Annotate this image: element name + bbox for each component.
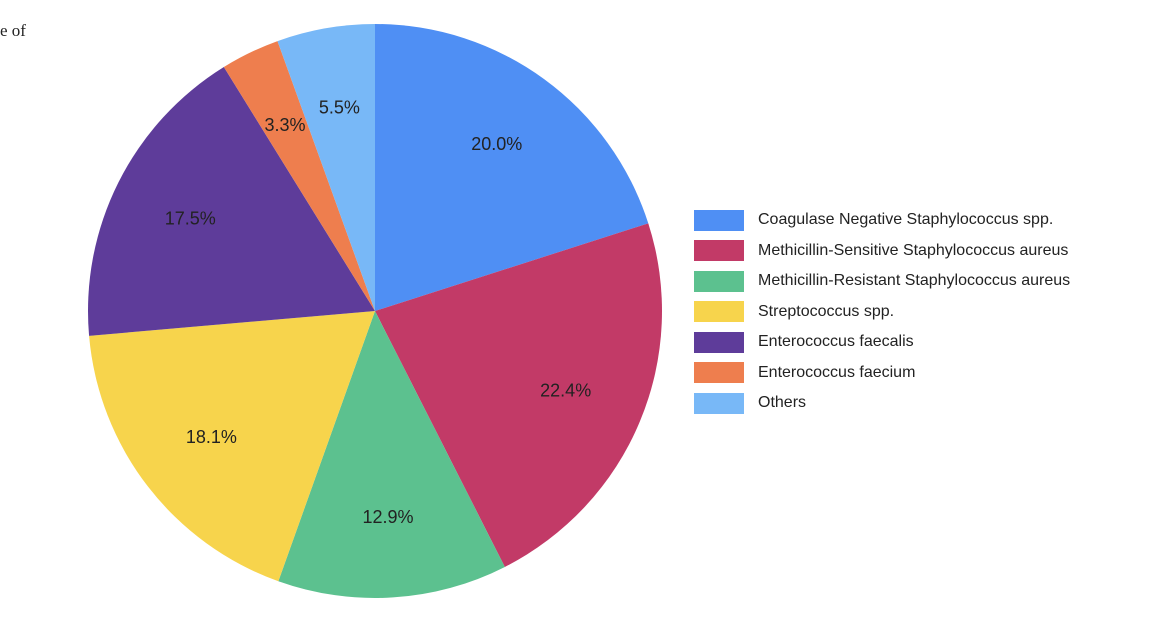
legend-item-4: Enterococcus faecalis [694,327,1070,358]
legend-label-1: Methicillin-Sensitive Staphylococcus aur… [758,241,1069,259]
legend-label-5: Enterococcus faecium [758,363,916,381]
legend-item-2: Methicillin-Resistant Staphylococcus aur… [694,266,1070,297]
cropped-text-fragment: e of [0,21,26,40]
pie-slice-3 [89,311,376,582]
slice-data-label-3: 18.1% [186,427,237,447]
pie-slice-0 [375,24,649,311]
slice-data-label-6: 5.5% [319,97,360,117]
legend-label-6: Others [758,394,807,412]
pie-slice-2 [278,311,505,598]
legend-swatch-4 [694,331,744,353]
legend-swatch-2 [694,270,744,292]
legend-swatch-6 [694,392,744,414]
slice-data-label-4: 17.5% [165,208,216,228]
chart-legend: Coagulase Negative Staphylococcus spp. Me… [694,205,1070,419]
legend-item-6: Others [694,388,1070,419]
pie-slice-6 [277,24,375,311]
slice-data-label-0: 20.0% [471,134,522,154]
slice-data-label-5: 3.3% [264,115,305,135]
pie-slice-5 [223,41,375,312]
legend-swatch-1 [694,240,744,262]
legend-swatch-3 [694,301,744,323]
legend-label-2: Methicillin-Resistant Staphylococcus aur… [758,272,1071,290]
legend-label-0: Coagulase Negative Staphylococcus spp. [758,211,1054,229]
legend-item-3: Streptococcus spp. [694,297,1070,328]
legend-swatch-0 [694,209,744,231]
legend-label-3: Streptococcus spp. [758,302,895,320]
legend-item-0: Coagulase Negative Staphylococcus spp. [694,205,1070,236]
legend-label-4: Enterococcus faecalis [758,333,914,351]
legend-item-1: Methicillin-Sensitive Staphylococcus aur… [694,236,1070,267]
pie-slice-1 [375,223,662,567]
slice-data-label-2: 12.9% [362,507,413,527]
pie-slice-4 [87,67,375,336]
legend-swatch-5 [694,362,744,384]
legend-item-5: Enterococcus faecium [694,358,1070,389]
slice-data-label-1: 22.4% [540,381,591,401]
